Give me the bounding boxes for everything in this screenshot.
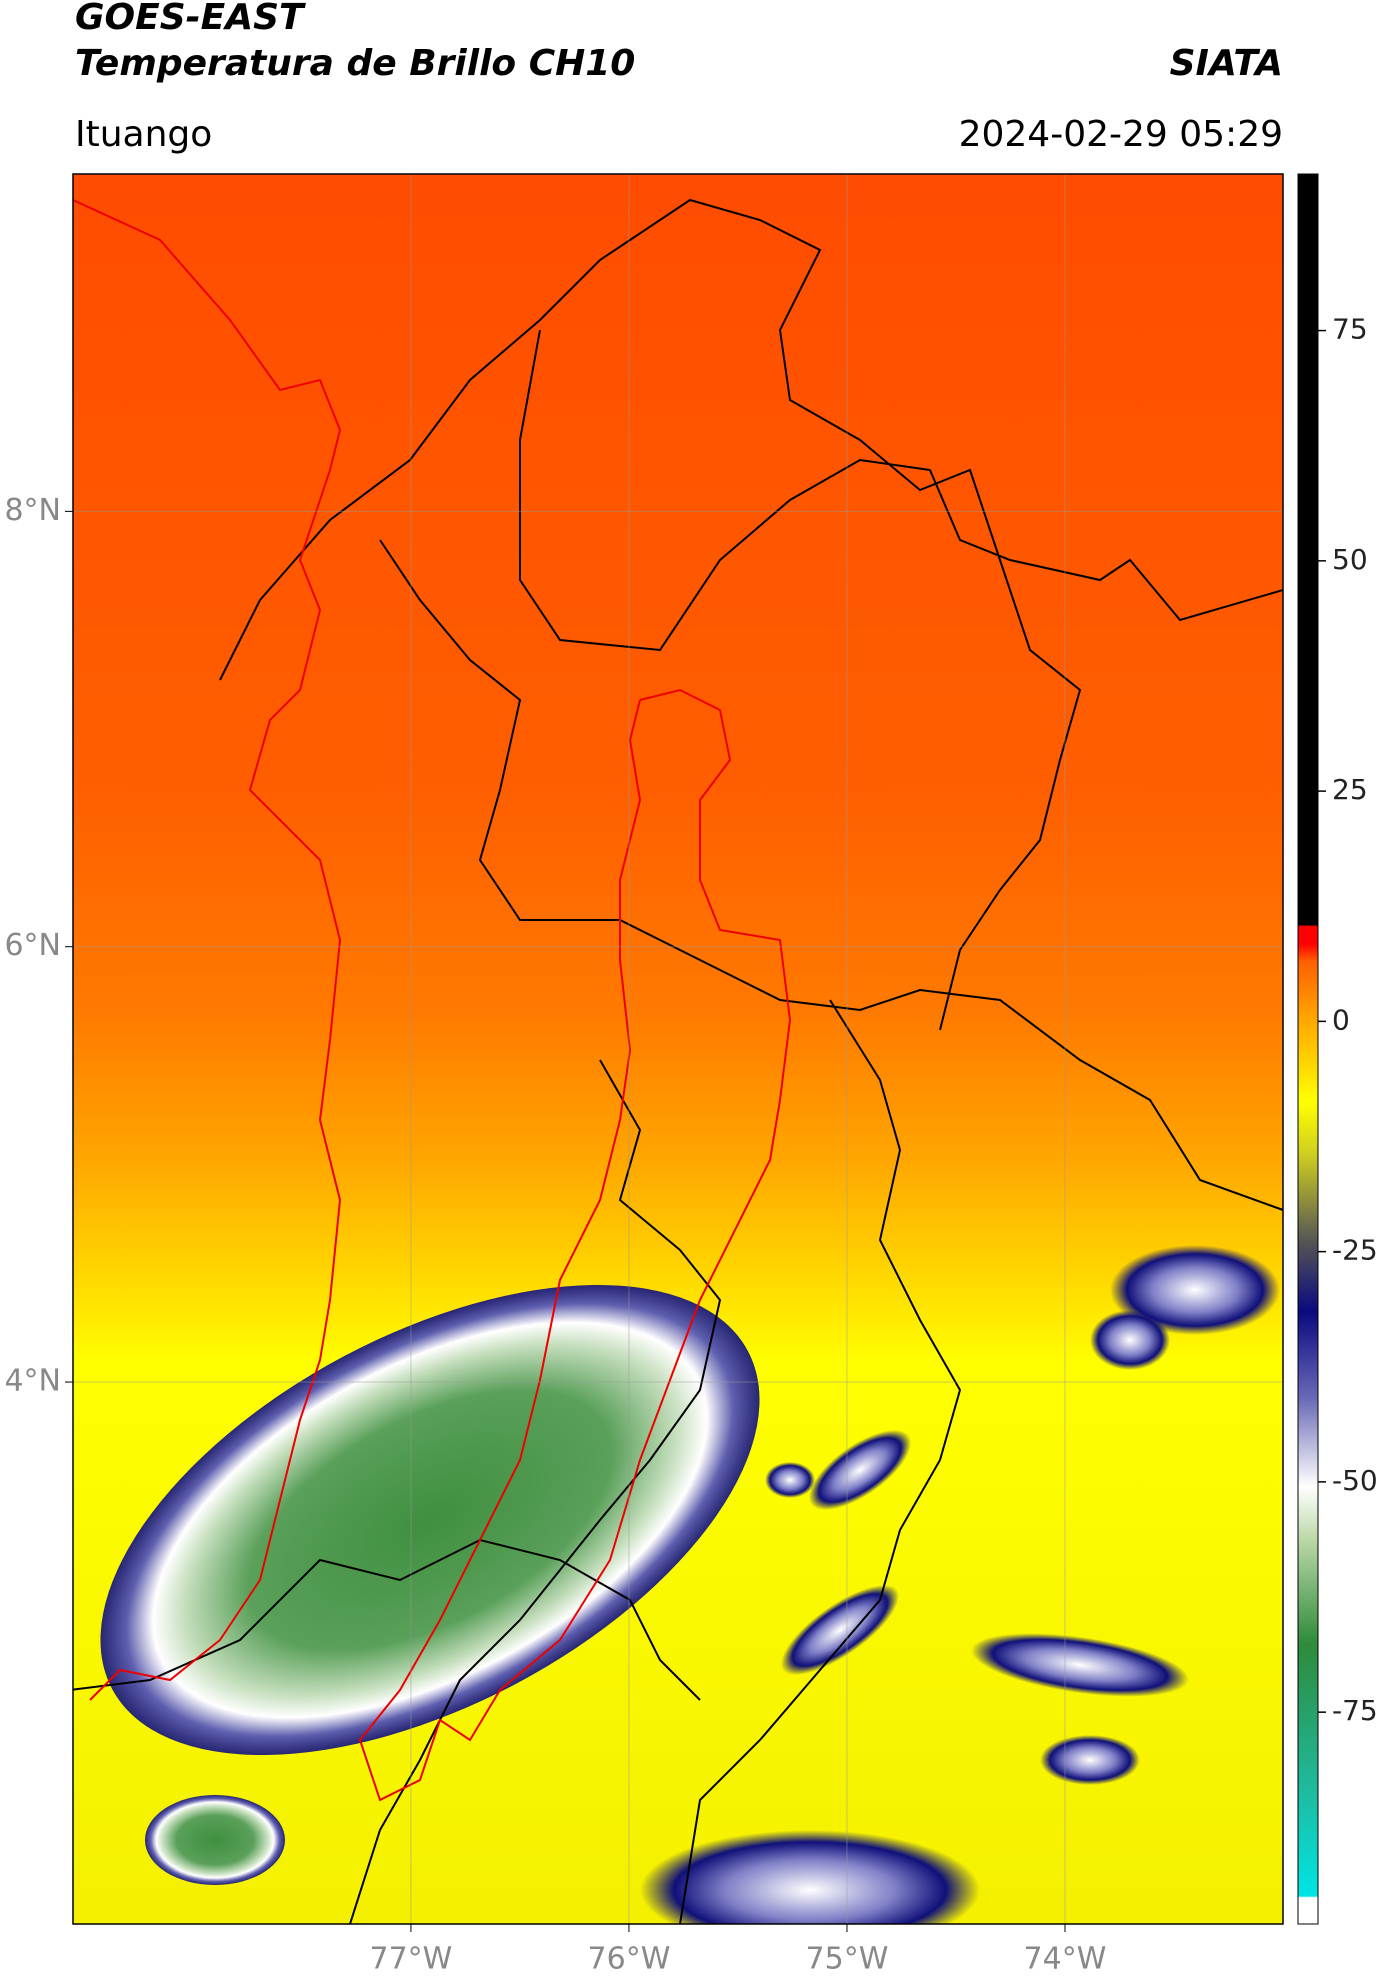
boundary: [219, 198, 1082, 1031]
cloud-cell: [780, 1584, 900, 1676]
colorbar-tick-label: -50: [1332, 1464, 1378, 1497]
cloud-cell: [765, 1462, 815, 1498]
x-tick-label: 76°W: [588, 1942, 671, 1977]
cloud-cell: [1090, 1310, 1170, 1370]
colorbar: [1297, 173, 1319, 1925]
brand: SIATA: [1170, 43, 1283, 84]
datetime: 2024-02-29 05:29: [959, 114, 1283, 155]
y-tick-label: 6°N: [4, 928, 61, 963]
x-tick-label: 75°W: [806, 1942, 889, 1977]
boundary: [679, 999, 962, 1924]
cloud-cell: [1110, 1245, 1280, 1335]
y-tick-label: 4°N: [4, 1364, 61, 1399]
graticule: [73, 174, 1283, 1924]
colorbar-tick-label: 75: [1332, 313, 1368, 346]
colorbar-tick-label: -75: [1332, 1694, 1378, 1727]
cloud-cell: [1040, 1735, 1140, 1785]
title: GOES-EAST: [75, 0, 306, 38]
cloud-cell: [640, 1830, 980, 1924]
x-tick-label: 74°W: [1024, 1942, 1107, 1977]
colorbar-tick-label: 25: [1332, 773, 1368, 806]
y-tick-label: 8°N: [4, 493, 61, 528]
cloud-system: [100, 1284, 760, 1756]
boundary: [349, 1059, 722, 1924]
cloud-cell: [971, 1633, 1189, 1697]
colorbar-tick-label: 0: [1332, 1003, 1350, 1036]
cloud-cell: [145, 1795, 285, 1885]
basin-outline: [358, 688, 792, 1802]
map-image: [73, 174, 1283, 1924]
coastline: [73, 199, 342, 1701]
colorbar-tick-label: 50: [1332, 543, 1368, 576]
subtitle: Temperatura de Brillo CH10: [75, 43, 635, 84]
boundary: [379, 539, 1283, 1211]
location: Ituango: [75, 114, 212, 155]
x-tick-label: 77°W: [370, 1942, 453, 1977]
boundary: [519, 329, 1283, 652]
colorbar-tick-label: -25: [1332, 1234, 1378, 1267]
cloud-cell: [808, 1429, 912, 1511]
map-frame: [72, 173, 1284, 1925]
